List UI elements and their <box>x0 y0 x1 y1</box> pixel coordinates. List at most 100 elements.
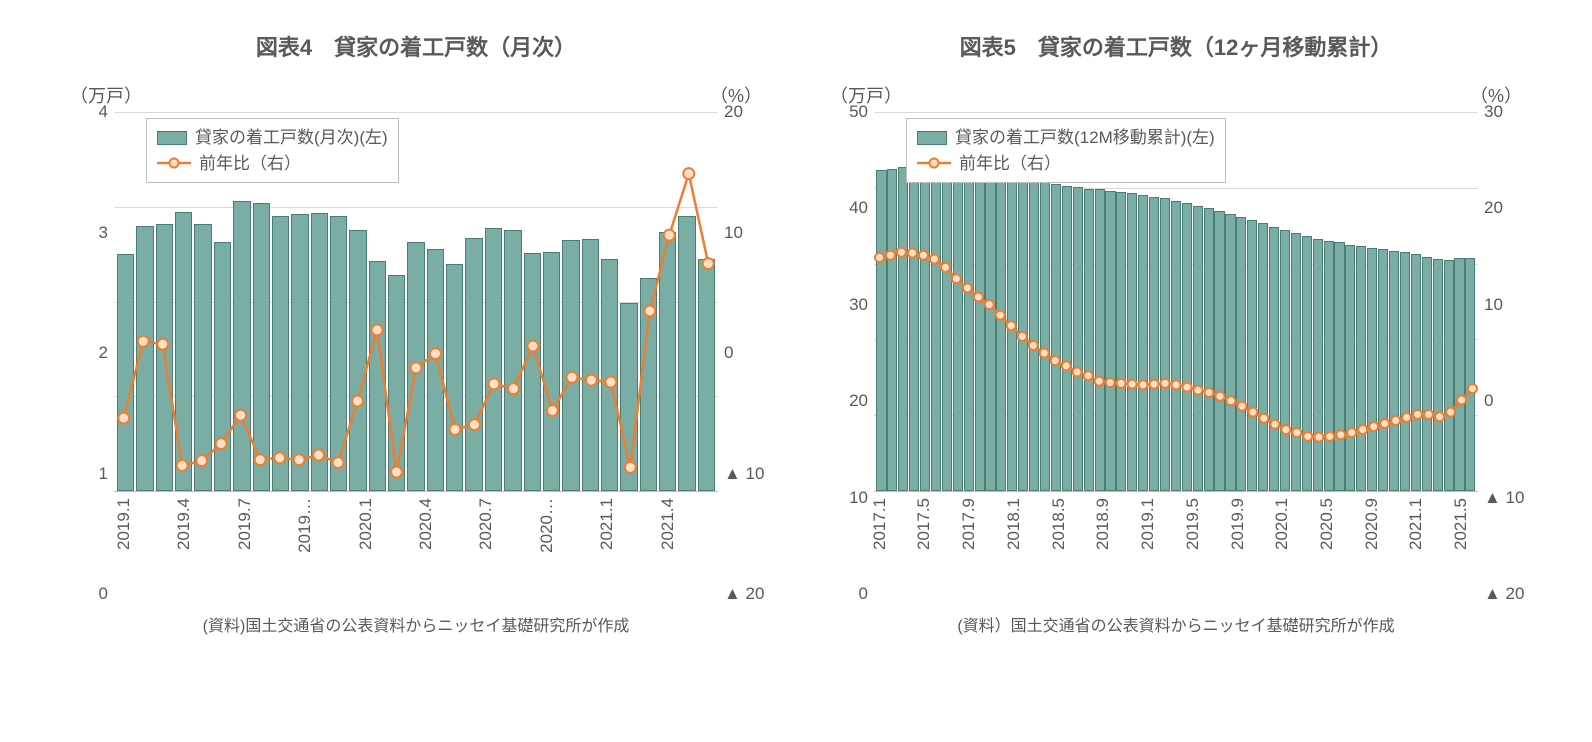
xtick: 2019.7 <box>235 498 255 550</box>
xtick: 2019… <box>295 498 315 553</box>
line-marker <box>196 455 207 466</box>
line-marker <box>1369 422 1378 431</box>
line-marker <box>1084 371 1093 380</box>
line-series <box>124 174 709 472</box>
line-marker <box>1018 332 1027 341</box>
xtick: 2020.9 <box>1362 498 1382 550</box>
xtick: 2019.5 <box>1183 498 1203 550</box>
ytick-left: 2 <box>66 343 114 363</box>
line-marker <box>508 383 519 394</box>
line-marker <box>1215 392 1224 401</box>
line-marker <box>177 460 188 471</box>
chart4-legend-bar-row: 貸家の着工戸数(月次)(左) <box>157 125 388 151</box>
xtick: 2017.1 <box>870 498 890 550</box>
line-marker <box>930 255 939 264</box>
chart5-source: (資料）国土交通省の公表資料からニッセイ基礎研究所が作成 <box>826 612 1526 636</box>
line-marker <box>1314 433 1323 442</box>
ytick-right: 10 <box>718 223 766 243</box>
xtick: 2020.1 <box>1272 498 1292 550</box>
ytick-left: 50 <box>826 102 874 122</box>
chart4-title: 図表4 貸家の着工戸数（月次） <box>66 30 766 62</box>
line-marker <box>1424 410 1433 419</box>
line-marker <box>1270 420 1279 429</box>
line-marker <box>625 462 636 473</box>
line-marker <box>333 457 344 468</box>
xtick: 2020.4 <box>416 498 436 550</box>
xtick: 2019.4 <box>174 498 194 550</box>
line-marker <box>1325 432 1334 441</box>
line-marker <box>449 424 460 435</box>
xtick: 2019.1 <box>114 498 134 550</box>
line-marker <box>1237 402 1246 411</box>
line-marker <box>1380 419 1389 428</box>
ytick-left: 0 <box>66 584 114 604</box>
line-marker <box>430 348 441 359</box>
line-marker <box>644 305 655 316</box>
line-marker <box>527 341 538 352</box>
xtick: 2020.7 <box>476 498 496 550</box>
line-marker <box>1062 361 1071 370</box>
line-marker <box>372 324 383 335</box>
ytick-left: 1 <box>66 464 114 484</box>
line-marker <box>411 362 422 373</box>
chart4-legend: 貸家の着工戸数(月次)(左) 前年比（右） <box>146 118 399 183</box>
chart5-xaxis: 2017.12017.52017.92018.12018.52018.92019… <box>874 498 1478 594</box>
ytick-right: 0 <box>718 343 766 363</box>
xtick: 2020.5 <box>1317 498 1337 550</box>
xtick: 2017.9 <box>959 498 979 550</box>
xtick: 2018.9 <box>1093 498 1113 550</box>
chart4-area: 貸家の着工戸数(月次)(左) 前年比（右） 01234 ▲ 20▲ 100102… <box>66 112 766 594</box>
line-marker <box>875 253 884 262</box>
ytick-right: 20 <box>1478 198 1526 218</box>
line-marker <box>1292 428 1301 437</box>
ytick-right: 0 <box>1478 391 1526 411</box>
chart5-legend: 貸家の着工戸数(12M移動累計)(左) 前年比（右） <box>906 118 1226 183</box>
xtick: 2021.4 <box>658 498 678 550</box>
line-marker <box>1106 378 1115 387</box>
line-marker <box>1226 396 1235 405</box>
line-marker <box>941 263 950 272</box>
line-marker <box>1248 408 1257 417</box>
ytick-right: 20 <box>718 102 766 122</box>
line-marker <box>683 168 694 179</box>
ytick-left: 20 <box>826 391 874 411</box>
line-marker <box>1051 356 1060 365</box>
line-marker <box>274 452 285 463</box>
line-marker <box>391 467 402 478</box>
line-marker <box>996 311 1005 320</box>
line-marker <box>1139 380 1148 389</box>
chart5-legend-bar-row: 貸家の着工戸数(12M移動累計)(左) <box>917 125 1215 151</box>
xtick: 2021.1 <box>1406 498 1426 550</box>
xtick: 2020.1 <box>356 498 376 550</box>
ytick-right: ▲ 10 <box>1478 488 1526 508</box>
line-marker <box>963 283 972 292</box>
chart5-title: 図表5 貸家の着工戸数（12ヶ月移動累計） <box>826 30 1526 62</box>
line-marker <box>919 251 928 260</box>
line-marker <box>1446 408 1455 417</box>
ytick-left: 4 <box>66 102 114 122</box>
line-marker <box>1182 383 1191 392</box>
line-marker <box>1347 428 1356 437</box>
chart5-panel: 図表5 貸家の着工戸数（12ヶ月移動累計） （万戸） （%） 貸家の着工戸数(1… <box>826 30 1526 636</box>
chart4-legend-line-row: 前年比（右） <box>157 151 388 177</box>
bar-swatch-icon <box>157 131 187 145</box>
ytick-left: 10 <box>826 488 874 508</box>
ytick-right: ▲ 20 <box>718 584 766 604</box>
line-marker <box>1193 386 1202 395</box>
line-marker <box>1128 380 1137 389</box>
xtick: 2018.1 <box>1004 498 1024 550</box>
line-marker <box>118 413 129 424</box>
line-marker <box>1391 416 1400 425</box>
chart5-unit-row: （万戸） （%） <box>826 82 1526 108</box>
line-marker <box>1457 396 1466 405</box>
chart4-source: (資料)国土交通省の公表資料からニッセイ基礎研究所が作成 <box>66 612 766 636</box>
line-marker <box>1435 412 1444 421</box>
line-marker <box>952 274 961 283</box>
chart4-yticks-left: 01234 <box>66 112 114 594</box>
line-swatch-icon <box>917 157 951 169</box>
chart5-legend-line-label: 前年比（右） <box>959 151 1061 177</box>
xtick: 2019.9 <box>1228 498 1248 550</box>
line-marker <box>1402 413 1411 422</box>
chart4-legend-line-label: 前年比（右） <box>199 151 301 177</box>
line-marker <box>985 300 994 309</box>
